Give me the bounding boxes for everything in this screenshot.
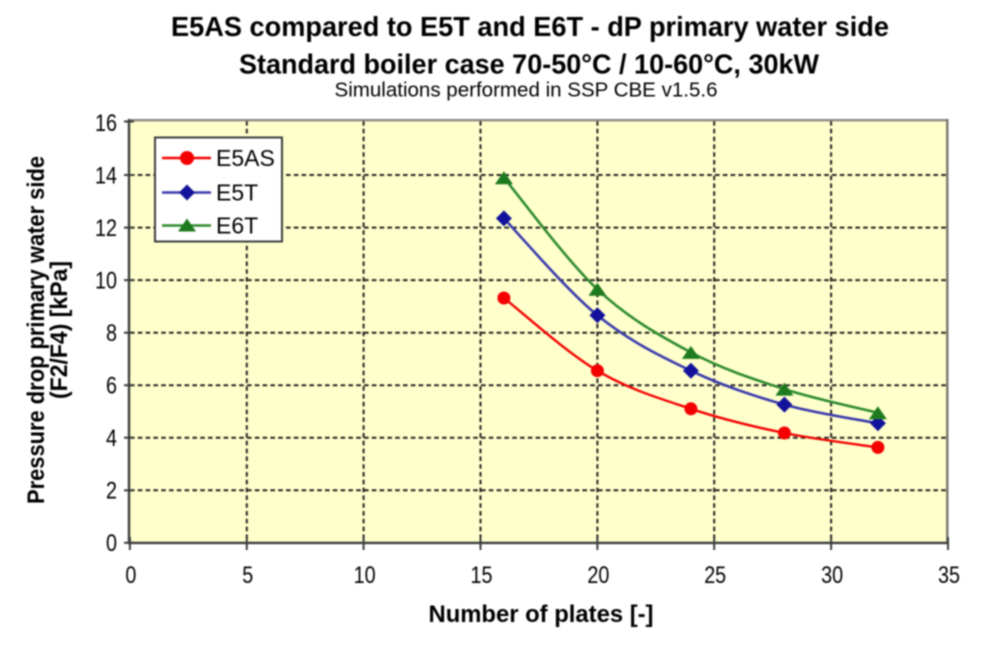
- svg-text:2: 2: [106, 478, 117, 505]
- svg-text:4: 4: [106, 425, 117, 452]
- svg-text:30: 30: [821, 562, 843, 589]
- svg-text:(F2/F4) [kPa]: (F2/F4) [kPa]: [46, 261, 73, 399]
- svg-text:Pressure drop primary water si: Pressure drop primary water side: [23, 156, 50, 504]
- svg-text:E5AS compared to E5T and E6T -: E5AS compared to E5T and E6T - dP primar…: [171, 11, 889, 42]
- svg-text:Standard boiler case 70-50°C /: Standard boiler case 70-50°C / 10-60°C, …: [239, 49, 820, 80]
- svg-text:14: 14: [95, 163, 117, 190]
- svg-text:15: 15: [471, 562, 493, 589]
- svg-text:12: 12: [95, 215, 117, 242]
- svg-text:16: 16: [95, 110, 117, 137]
- svg-text:Number of plates [-]: Number of plates [-]: [429, 601, 654, 628]
- svg-text:10: 10: [354, 562, 376, 589]
- svg-text:E5T: E5T: [216, 180, 258, 206]
- svg-text:5: 5: [242, 562, 253, 589]
- svg-text:0: 0: [125, 562, 136, 589]
- svg-text:25: 25: [704, 562, 726, 589]
- svg-text:E5AS: E5AS: [216, 145, 275, 171]
- svg-text:0: 0: [106, 530, 117, 557]
- svg-text:10: 10: [95, 268, 117, 295]
- svg-text:E6T: E6T: [216, 213, 258, 239]
- svg-text:Simulations performed in SSP C: Simulations performed in SSP CBE v1.5.6: [335, 80, 718, 102]
- svg-text:6: 6: [106, 373, 117, 400]
- svg-text:8: 8: [106, 320, 117, 347]
- svg-text:20: 20: [587, 562, 609, 589]
- svg-text:35: 35: [938, 562, 960, 589]
